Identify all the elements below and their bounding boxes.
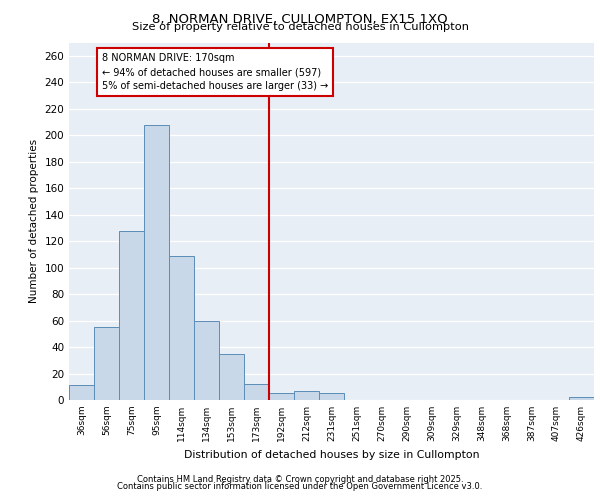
Bar — [169, 256, 194, 400]
Bar — [144, 124, 169, 400]
Bar — [94, 327, 119, 400]
Y-axis label: Number of detached properties: Number of detached properties — [29, 139, 39, 304]
Bar — [319, 394, 344, 400]
Bar — [194, 320, 219, 400]
Bar — [294, 390, 319, 400]
Bar — [244, 384, 269, 400]
Text: Contains public sector information licensed under the Open Government Licence v3: Contains public sector information licen… — [118, 482, 482, 491]
Bar — [119, 230, 144, 400]
Text: 8, NORMAN DRIVE, CULLOMPTON, EX15 1XQ: 8, NORMAN DRIVE, CULLOMPTON, EX15 1XQ — [152, 12, 448, 26]
Text: Size of property relative to detached houses in Cullompton: Size of property relative to detached ho… — [131, 22, 469, 32]
Bar — [269, 394, 294, 400]
Text: 8 NORMAN DRIVE: 170sqm
← 94% of detached houses are smaller (597)
5% of semi-det: 8 NORMAN DRIVE: 170sqm ← 94% of detached… — [101, 53, 328, 91]
X-axis label: Distribution of detached houses by size in Cullompton: Distribution of detached houses by size … — [184, 450, 479, 460]
Bar — [569, 398, 594, 400]
Bar — [69, 386, 94, 400]
Text: Contains HM Land Registry data © Crown copyright and database right 2025.: Contains HM Land Registry data © Crown c… — [137, 475, 463, 484]
Bar — [219, 354, 244, 400]
